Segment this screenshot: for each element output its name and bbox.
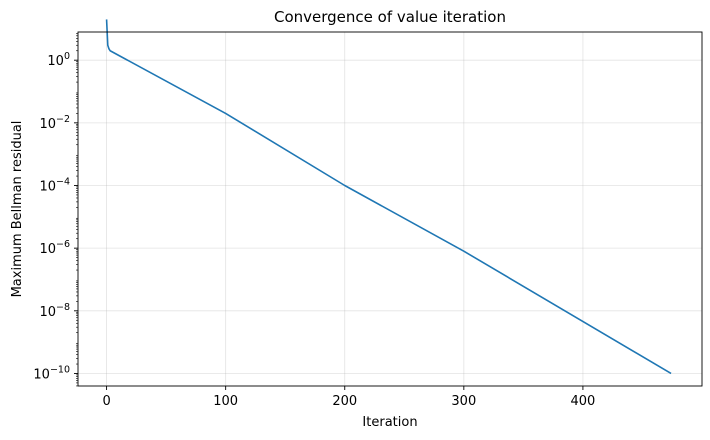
x-tick-label: 300: [451, 394, 476, 409]
y-tick-label: 10−2: [39, 114, 70, 132]
x-axis-label: Iteration: [362, 415, 417, 430]
chart-title: Convergence of value iteration: [274, 8, 506, 26]
y-tick-label: 100: [47, 51, 70, 69]
grid: [78, 32, 702, 386]
y-tick-label: 10−6: [39, 239, 70, 257]
x-tick-label: 0: [102, 394, 110, 409]
y-tick-label: 10−10: [33, 364, 70, 382]
y-tick-label: 10−4: [39, 177, 70, 195]
ticks: 0 100 200 300 400 100 10−2 10−4 10−6 10−8 10−10: [33, 33, 596, 409]
x-tick-label: 200: [332, 394, 357, 409]
plot-area: [105, 19, 672, 375]
series-line: [105, 19, 672, 375]
y-axis-label: Maximum Bellman residual: [10, 121, 25, 298]
x-tick-label: 100: [213, 394, 238, 409]
axes-frame: [77, 31, 703, 387]
x-tick-label: 400: [571, 394, 596, 409]
y-tick-label: 10−8: [39, 302, 70, 320]
